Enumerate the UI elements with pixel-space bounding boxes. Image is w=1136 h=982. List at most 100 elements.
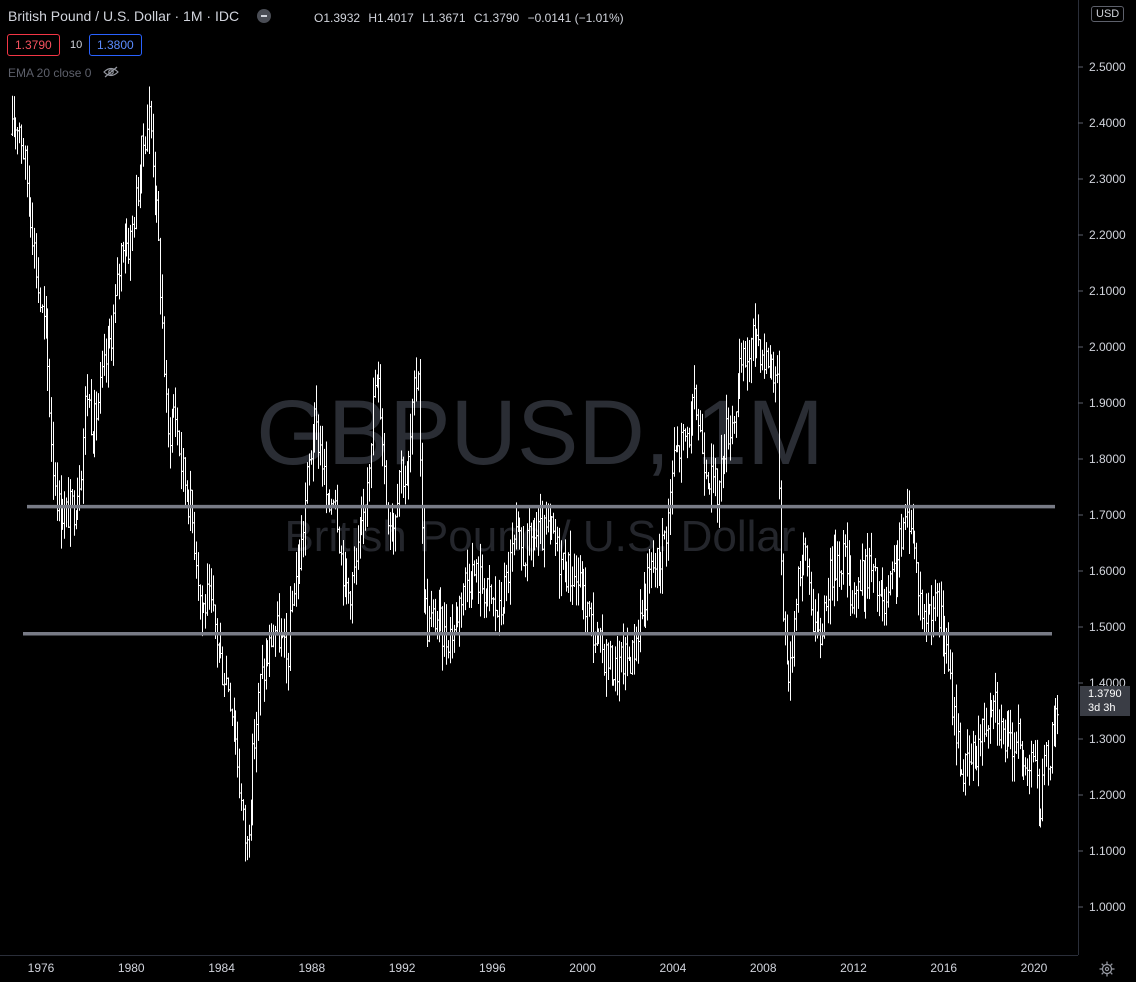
- ohlc-bar: [776, 355, 779, 384]
- ohlc-bar: [791, 633, 794, 673]
- ohlc-bar: [607, 642, 610, 681]
- ohlc-bar: [78, 465, 81, 511]
- ohlc-bar: [37, 257, 40, 303]
- ohlc-bar: [740, 342, 743, 373]
- price-axis[interactable]: 1.00001.10001.20001.30001.40001.50001.60…: [1078, 60, 1126, 914]
- ohlc-bar: [917, 562, 920, 616]
- ohlc-bar: [101, 350, 104, 388]
- ohlc-bar: [210, 568, 213, 613]
- ohlc-bar: [957, 713, 960, 749]
- ohlc-bar: [157, 190, 160, 241]
- price-tick-label: 2.2000: [1089, 228, 1126, 242]
- ohlc-bar: [184, 457, 187, 507]
- ohlc-readout: O1.3932 H1.4017 L1.3671 C1.3790 −0.0141 …: [314, 11, 629, 25]
- ohlc-bar: [921, 589, 924, 630]
- indicator-label[interactable]: EMA 20 close 0: [8, 66, 92, 80]
- ohlc-bar: [257, 682, 260, 741]
- ohlc-bar: [428, 605, 431, 643]
- symbol-header[interactable]: British Pound / U.S. Dollar · 1M · IDC: [8, 8, 272, 24]
- ohlc-bar: [1049, 765, 1052, 781]
- ohlc-bar: [806, 545, 809, 577]
- ohlc-low: L1.3671: [422, 11, 466, 25]
- time-axis[interactable]: 1976 1980 1984 1988 1992 1996 2000 2004 2008 2012…: [28, 961, 1048, 975]
- ohlc-bar: [441, 606, 444, 671]
- ohlc-bar: [46, 308, 49, 392]
- ohlc-bar: [56, 462, 59, 521]
- ohlc-bar: [782, 553, 785, 622]
- ohlc-bar: [641, 599, 644, 620]
- currency-badge[interactable]: USD: [1091, 6, 1125, 22]
- hidden-eye-icon[interactable]: [102, 66, 119, 81]
- ohlc-bar: [430, 590, 433, 628]
- ohlc-bar: [633, 623, 636, 675]
- ohlc-bar: [80, 470, 83, 491]
- ohlc-bar: [146, 104, 149, 152]
- ohlc-bar: [473, 560, 476, 577]
- horizontal-levels[interactable]: [23, 504, 1055, 636]
- ohlc-bar: [1043, 744, 1046, 786]
- ohlc-bar: [255, 711, 258, 773]
- ohlc-bar: [105, 338, 108, 383]
- ohlc-open: O1.3932: [314, 11, 361, 25]
- ohlc-bar: [174, 387, 177, 437]
- ohlc-bar: [840, 570, 843, 590]
- ohlc-bar: [586, 601, 589, 635]
- sell-button[interactable]: 1.3790: [7, 34, 60, 56]
- ohlc-bar: [26, 145, 29, 198]
- ohlc-bar: [808, 558, 811, 595]
- ohlc-bar: [127, 227, 130, 264]
- ohlc-bar: [872, 563, 875, 593]
- ohlc-bar: [285, 613, 288, 684]
- ohlc-bar: [891, 561, 894, 590]
- ohlc-close: C1.3790: [473, 11, 520, 25]
- ohlc-bar: [426, 578, 429, 648]
- ohlc-bar: [964, 753, 967, 796]
- ohlc-bar: [71, 488, 74, 508]
- ohlc-bar: [577, 557, 580, 606]
- buy-button[interactable]: 1.3800: [89, 34, 142, 56]
- price-tick-label: 1.1000: [1089, 844, 1126, 858]
- ohlc-bar: [812, 588, 815, 634]
- ohlc-bar: [588, 600, 591, 617]
- time-tick-label: 1984: [208, 961, 235, 975]
- symbol-title[interactable]: British Pound / U.S. Dollar · 1M · IDC: [8, 8, 240, 24]
- ohlc-bar: [221, 646, 224, 686]
- ohlc-bar: [878, 581, 881, 617]
- ohlc-bar: [631, 640, 634, 675]
- ohlc-bar: [137, 176, 140, 207]
- time-tick-label: 1980: [118, 961, 145, 975]
- ohlc-bar: [646, 553, 649, 621]
- time-tick-label: 1976: [28, 961, 55, 975]
- ohlc-bar: [951, 652, 954, 726]
- ohlc-bar: [970, 743, 973, 765]
- ohlc-bar: [90, 379, 93, 436]
- ohlc-bar: [887, 575, 890, 608]
- time-tick-label: 2020: [1021, 961, 1048, 975]
- ohlc-bar: [1017, 704, 1020, 759]
- ohlc-bar: [742, 340, 745, 382]
- ohlc-bar: [859, 559, 862, 592]
- price-tick-label: 1.8000: [1089, 452, 1126, 466]
- indicator-legend[interactable]: EMA 20 close 0: [8, 66, 119, 81]
- ohlc-bar: [261, 644, 264, 680]
- settings-gear-icon[interactable]: [1099, 961, 1115, 982]
- ohlc-bar: [919, 571, 922, 621]
- price-tick-label: 1.3000: [1089, 732, 1126, 746]
- ohlc-bar: [1026, 758, 1029, 786]
- ohlc-bar: [590, 602, 593, 637]
- ohlc-bar: [900, 513, 903, 557]
- ohlc-bar: [1030, 740, 1033, 788]
- ohlc-bar: [761, 349, 764, 371]
- ohlc-bar: [73, 490, 76, 536]
- ohlc-bar: [898, 522, 901, 578]
- ohlc-bar: [1041, 758, 1044, 822]
- collapse-icon[interactable]: [257, 9, 272, 24]
- ohlc-bar: [498, 579, 501, 636]
- ohlc-bar: [167, 388, 170, 448]
- ohlc-bar: [763, 333, 766, 379]
- ohlc-bar: [893, 545, 896, 573]
- ohlc-bar: [938, 582, 941, 638]
- time-tick-label: 2016: [930, 961, 957, 975]
- ohlc-bar: [972, 730, 975, 782]
